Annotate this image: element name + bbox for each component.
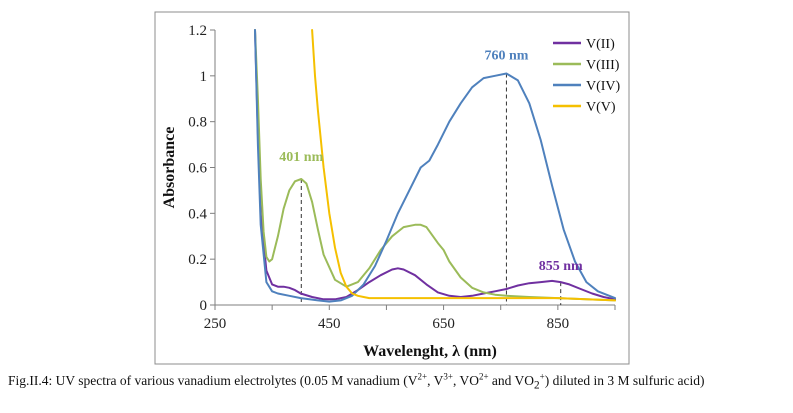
y-tick-label: 0.6 [188,161,207,177]
legend-label: V(IV) [586,79,621,94]
legend-label: V(V) [586,100,616,115]
x-tick-label: 450 [318,316,341,332]
caption-sup: + [539,371,545,382]
x-axis-title: Wavelenght, λ (nm) [363,343,497,360]
x-tick-label: 650 [432,316,455,332]
caption-text: , VO [452,373,479,388]
figure-caption: Fig.II.4: UV spectra of various vanadium… [8,371,788,396]
y-tick-label: 1.2 [188,23,207,39]
x-tick-label: 850 [547,316,570,332]
caption-sup: 2+ [478,371,489,382]
caption-text: , V [427,373,444,388]
legend-label: V(II) [586,37,615,52]
series-line [311,29,616,302]
caption-sup: 2+ [417,371,428,382]
y-tick-label: 0.2 [188,252,207,268]
y-axis-title: Absorbance [161,127,178,209]
series-line [254,29,616,301]
series-line [254,29,616,302]
series-line [254,29,616,303]
peak-label: 401 nm [279,150,323,165]
peak-label: 855 nm [539,259,583,274]
y-tick-label: 0.4 [188,206,207,222]
caption-sup: 3+ [443,371,453,382]
peak-label: 760 nm [484,49,528,64]
caption-sub: 2 [534,379,540,392]
caption-text: Fig.II.4: UV spectra of various vanadium… [8,373,418,388]
legend-label: V(III) [586,58,620,73]
caption-text: and VO [488,373,535,388]
y-tick-label: 0.8 [188,115,207,131]
y-tick-label: 0 [200,298,208,314]
x-tick-label: 250 [204,316,227,332]
y-tick-label: 1 [200,69,208,85]
caption-text: ) diluted in 3 M sulfuric acid) [544,373,705,388]
plot-area: 0 0.2 0.4 0.6 0.8 1 1.2 250 450 650 850 Wavelenght,… [161,23,621,360]
